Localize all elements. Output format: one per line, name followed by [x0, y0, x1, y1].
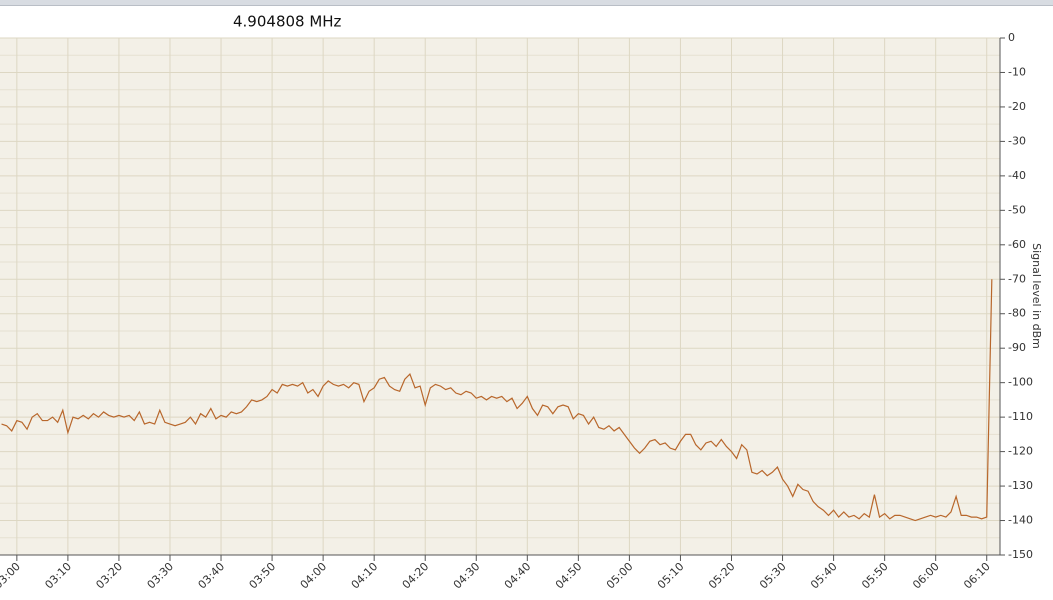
x-tick-label: 03:50	[247, 560, 279, 592]
y-tick-label: -140	[1008, 514, 1033, 527]
y-axis-label: Signal level in dBm	[1030, 243, 1043, 349]
y-tick-label: -130	[1008, 479, 1033, 492]
x-tick-label: 04:10	[349, 560, 381, 592]
x-tick-label: 04:00	[298, 560, 330, 592]
x-tick-label: 04:50	[553, 560, 585, 592]
y-tick-label: -100	[1008, 376, 1033, 389]
x-tick-label: 04:40	[502, 560, 534, 592]
signal-line	[1, 279, 993, 522]
x-tick-label: 05:40	[808, 560, 840, 592]
y-tick-label: -90	[1008, 341, 1026, 354]
chart-title: 4.904808 MHz	[233, 13, 342, 31]
x-tick-label: 03:00	[0, 560, 23, 592]
x-tick-label: 06:10	[961, 560, 993, 592]
x-tick-label: 04:30	[451, 560, 483, 592]
x-tick-label: 03:20	[93, 560, 125, 592]
y-tick-label: -10	[1008, 65, 1026, 78]
x-tick-label: 04:20	[400, 560, 432, 592]
y-tick-label: -50	[1008, 203, 1026, 216]
y-tick-label: -110	[1008, 410, 1033, 423]
x-tick-label: 05:20	[706, 560, 738, 592]
y-tick-label: 0	[1008, 31, 1015, 44]
x-tick-label: 03:10	[42, 560, 74, 592]
x-tick-label: 03:40	[196, 560, 228, 592]
y-tick-label: -60	[1008, 238, 1026, 251]
x-tick-label: 05:30	[757, 560, 789, 592]
x-tick-label: 06:00	[910, 560, 942, 592]
window-edge	[0, 0, 1053, 5]
x-tick-label: 05:00	[604, 560, 636, 592]
y-tick-label: -120	[1008, 445, 1033, 458]
y-tick-label: -40	[1008, 169, 1026, 182]
y-tick-label: -80	[1008, 307, 1026, 320]
y-tick-label: -20	[1008, 100, 1026, 113]
y-tick-label: -30	[1008, 134, 1026, 147]
x-tick-label: 05:10	[655, 560, 687, 592]
y-tick-label: -150	[1008, 548, 1033, 561]
y-tick-label: -70	[1008, 272, 1026, 285]
x-tick-label: 03:30	[144, 560, 176, 592]
x-tick-label: 05:50	[859, 560, 891, 592]
